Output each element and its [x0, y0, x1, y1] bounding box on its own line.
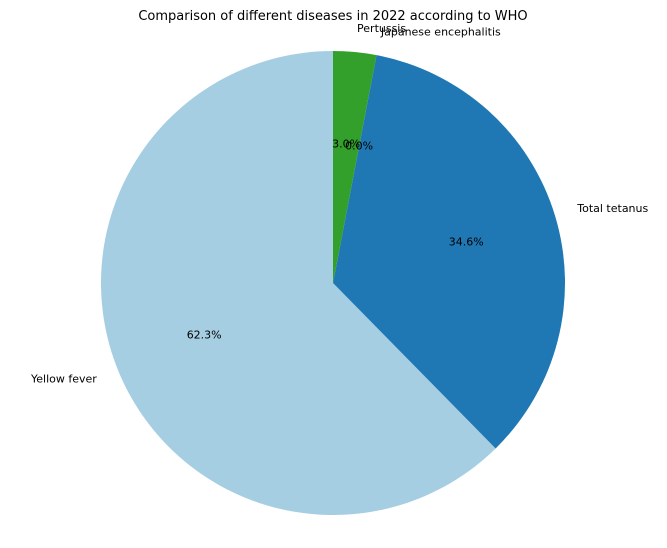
pie-slice-yellow-fever: [100, 51, 496, 516]
pie-label-yellow-fever: Yellow fever: [30, 373, 97, 386]
pie-labels: Yellow fever 62.3% Total tetanus 34.6% Japan…: [30, 22, 649, 386]
pie-percent-pertussis: 3.0%: [332, 137, 360, 150]
pie-percent-total-tetanus: 34.6%: [449, 236, 484, 249]
chart-title: Comparison of different diseases in 2022…: [138, 9, 527, 24]
pie-slices: [100, 51, 565, 516]
pie-slice-total-tetanus: [333, 55, 565, 449]
pie-percent-japanese-encephalitis: 0.0%: [345, 139, 373, 152]
pie-label-total-tetanus: Total tetanus: [576, 202, 648, 215]
pie-label-pertussis: Pertussis: [357, 22, 406, 35]
pie-percent-yellow-fever: 62.3%: [187, 329, 222, 342]
pie-slice-pertussis: [333, 51, 377, 283]
pie-label-japanese-encephalitis: Japanese encephalitis: [380, 25, 501, 38]
